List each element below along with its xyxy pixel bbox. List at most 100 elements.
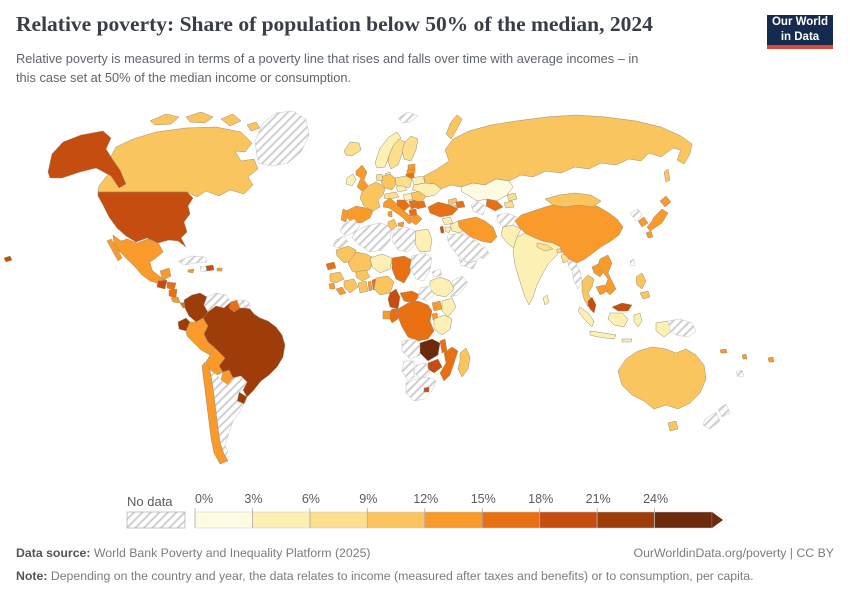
country-zambia[interactable] [419, 338, 441, 362]
country-guatemala[interactable] [156, 279, 168, 290]
country-nicaragua[interactable] [168, 288, 178, 299]
country-taiwan[interactable] [629, 258, 636, 267]
country-south-africa[interactable] [405, 376, 437, 402]
country-indonesia[interactable] [655, 320, 673, 338]
country-algeria[interactable] [351, 222, 393, 253]
country-philippines[interactable] [635, 272, 647, 290]
country-mexico[interactable] [106, 238, 123, 262]
country-indonesia[interactable] [621, 338, 633, 343]
country-jamaica[interactable] [187, 268, 195, 274]
country-jordan[interactable] [444, 226, 452, 234]
country-united-states[interactable] [3, 255, 13, 263]
country-canada[interactable] [246, 121, 261, 132]
country-madagascar[interactable] [457, 347, 471, 378]
country-ireland[interactable] [345, 173, 357, 187]
country-somalia[interactable] [449, 275, 469, 298]
country-mozambique[interactable] [439, 346, 459, 382]
country-cuba[interactable] [177, 255, 208, 266]
country-dominican-republic[interactable] [205, 264, 215, 272]
country-united-states[interactable] [47, 130, 127, 189]
country-mongolia[interactable] [544, 192, 602, 208]
country-azerbaijan[interactable] [455, 200, 466, 209]
country-papua-new-guinea[interactable] [667, 318, 697, 338]
country-cote-divoire[interactable] [343, 278, 359, 294]
country-greenland[interactable] [254, 110, 310, 167]
country-canada[interactable] [220, 113, 242, 127]
country-bulgaria[interactable] [413, 200, 427, 210]
country-indonesia[interactable] [607, 312, 629, 328]
country-austria[interactable] [383, 191, 400, 200]
country-indonesia[interactable] [589, 330, 617, 340]
country-sri-lanka[interactable] [542, 294, 550, 306]
country-greece[interactable] [409, 214, 423, 226]
country-north-macedonia[interactable] [408, 208, 418, 217]
country-western-sahara[interactable] [332, 235, 349, 249]
country-russia[interactable] [423, 114, 693, 190]
legend-bin-9-12%[interactable] [367, 511, 426, 529]
country-south-sudan[interactable] [417, 285, 435, 302]
country-netherlands[interactable] [375, 173, 384, 182]
legend-bin-18-21%[interactable] [539, 511, 598, 529]
country-liberia[interactable] [335, 286, 347, 296]
country-russia[interactable] [663, 168, 671, 183]
country-north-korea[interactable] [629, 208, 643, 222]
country-portugal[interactable] [340, 208, 349, 223]
country-chile[interactable] [201, 361, 229, 465]
country-oman[interactable] [477, 246, 490, 260]
country-canada[interactable] [185, 111, 214, 124]
country-namibia[interactable] [401, 360, 415, 382]
country-new-caledonia[interactable] [735, 369, 745, 378]
country-tunisia[interactable] [387, 218, 398, 231]
country-united-states[interactable] [97, 191, 194, 248]
country-mexico[interactable] [112, 234, 167, 285]
country-tanzania[interactable] [433, 314, 453, 336]
country-philippines[interactable] [639, 290, 651, 300]
country-syria[interactable] [441, 216, 454, 226]
legend-bin-12-15%[interactable] [424, 511, 483, 529]
country-malaysia[interactable] [587, 296, 597, 314]
country-egypt[interactable] [414, 228, 433, 253]
country-afghanistan[interactable] [496, 212, 518, 228]
country-kyrgyzstan[interactable] [506, 192, 518, 202]
country-sierra-leone[interactable] [328, 282, 336, 290]
country-malawi[interactable] [439, 338, 448, 354]
country-angola[interactable] [401, 338, 423, 360]
country-czechia[interactable] [395, 185, 408, 193]
country-libya[interactable] [391, 226, 417, 253]
legend-bin-21-24%[interactable] [596, 511, 655, 529]
country-italy[interactable] [382, 197, 414, 225]
country-germany[interactable] [380, 173, 397, 191]
country-eritrea[interactable] [431, 268, 443, 278]
country-uganda[interactable] [431, 300, 443, 312]
country-italy[interactable] [397, 221, 405, 228]
country-lesotho[interactable] [423, 386, 430, 393]
owid-link[interactable]: OurWorldinData.org/poverty | CC BY [633, 546, 834, 560]
country-italy[interactable] [387, 210, 393, 218]
country-mexico[interactable] [159, 267, 172, 281]
country-central-african-republic[interactable] [399, 290, 421, 304]
country-gabon[interactable] [382, 310, 391, 320]
country-japan[interactable] [659, 195, 672, 208]
country-new-zealand[interactable] [717, 403, 731, 418]
country-russia[interactable] [445, 114, 463, 140]
country-france[interactable] [359, 181, 386, 212]
country-indonesia[interactable] [633, 312, 643, 328]
country-cambodia[interactable] [595, 284, 609, 296]
country-japan[interactable] [645, 230, 654, 239]
legend-bin-0-3%[interactable] [194, 511, 253, 529]
country-turkey[interactable] [427, 201, 459, 218]
country-guinea[interactable] [329, 271, 345, 284]
country-senegal[interactable] [325, 261, 337, 271]
country-saudi-arabia[interactable] [446, 232, 486, 264]
country-vanuatu[interactable] [741, 353, 748, 360]
country-indonesia[interactable] [577, 306, 595, 328]
country-new-zealand[interactable] [702, 411, 721, 430]
owid-logo[interactable]: Our World in Data [767, 15, 833, 49]
country-sweden[interactable] [387, 138, 406, 170]
country-ukraine[interactable] [411, 182, 442, 198]
country-costa-rica[interactable] [170, 296, 181, 304]
country-south-korea[interactable] [637, 216, 649, 228]
country-yemen[interactable] [458, 258, 478, 270]
country-svalbard[interactable] [397, 111, 419, 124]
